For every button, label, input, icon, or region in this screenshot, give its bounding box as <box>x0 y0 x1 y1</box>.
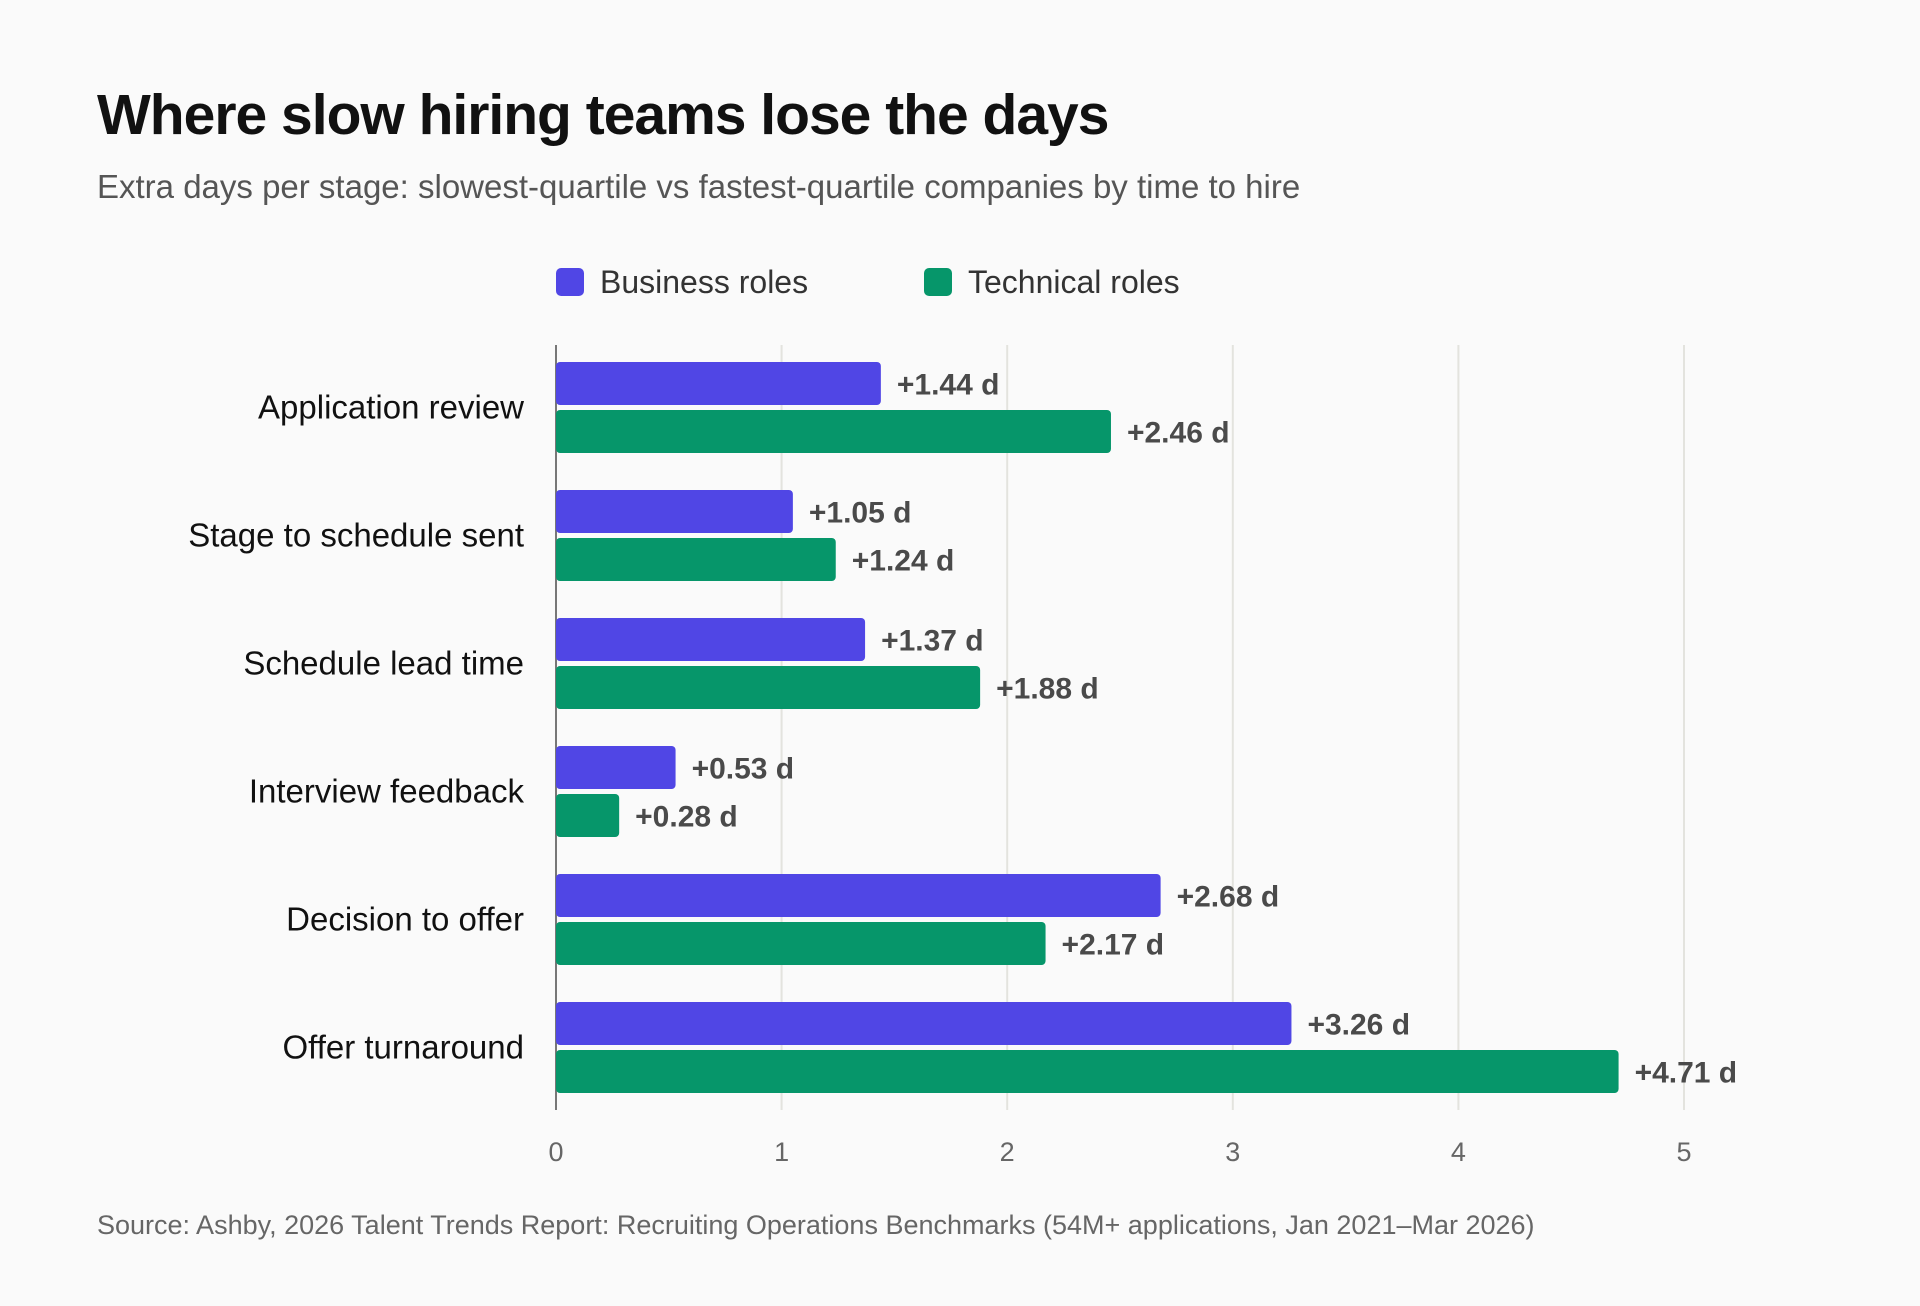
legend-label-technical: Technical roles <box>968 263 1180 300</box>
bar-technical <box>556 410 1111 453</box>
x-tick-label: 0 <box>548 1137 563 1167</box>
category-label: Decision to offer <box>286 901 524 938</box>
data-label-technical: +2.46 d <box>1127 417 1230 450</box>
category-label: Interview feedback <box>249 773 525 810</box>
bar-business <box>556 746 676 789</box>
source-note: Source: Ashby, 2026 Talent Trends Report… <box>97 1210 1535 1240</box>
data-label-business: +1.44 d <box>897 369 1000 402</box>
data-label-technical: +2.17 d <box>1062 929 1165 962</box>
data-label-business: +1.37 d <box>881 625 984 658</box>
bar-technical <box>556 794 620 837</box>
legend-item-technical: Technical roles <box>924 262 1180 302</box>
x-tick-label: 1 <box>774 1137 789 1167</box>
bar-business <box>556 1002 1292 1045</box>
legend-item-business: Business roles <box>556 262 808 302</box>
bar-technical <box>556 666 981 709</box>
bar-business <box>556 490 793 533</box>
data-label-business: +2.68 d <box>1177 881 1280 914</box>
data-label-business: +3.26 d <box>1307 1009 1410 1042</box>
legend-label-business: Business roles <box>600 263 809 300</box>
bar-technical <box>556 922 1046 965</box>
category-label: Schedule lead time <box>243 645 524 682</box>
data-label-business: +1.05 d <box>809 497 912 530</box>
category-label: Stage to schedule sent <box>188 517 524 554</box>
chart-subtitle: Extra days per stage: slowest-quartile v… <box>97 168 1301 205</box>
bar-business <box>556 874 1161 917</box>
x-tick-label: 2 <box>1000 1137 1015 1167</box>
data-label-technical: +1.24 d <box>852 545 955 578</box>
x-tick-label: 4 <box>1451 1137 1466 1167</box>
bar-technical <box>556 538 836 581</box>
x-tick-label: 3 <box>1225 1137 1240 1167</box>
bar-business <box>556 362 881 405</box>
category-label: Application review <box>258 389 524 426</box>
bar-technical <box>556 1050 1619 1093</box>
x-tick-label: 5 <box>1676 1137 1691 1167</box>
legend-swatch-business <box>556 268 584 296</box>
legend-swatch-technical <box>924 268 952 296</box>
data-label-technical: +4.71 d <box>1635 1057 1738 1090</box>
data-label-technical: +0.28 d <box>635 801 738 834</box>
category-label: Offer turnaround <box>282 1029 524 1066</box>
data-label-business: +0.53 d <box>692 753 795 786</box>
chart-title: Where slow hiring teams lose the days <box>97 83 1109 147</box>
bar-business <box>556 618 866 661</box>
data-label-technical: +1.88 d <box>996 673 1099 706</box>
